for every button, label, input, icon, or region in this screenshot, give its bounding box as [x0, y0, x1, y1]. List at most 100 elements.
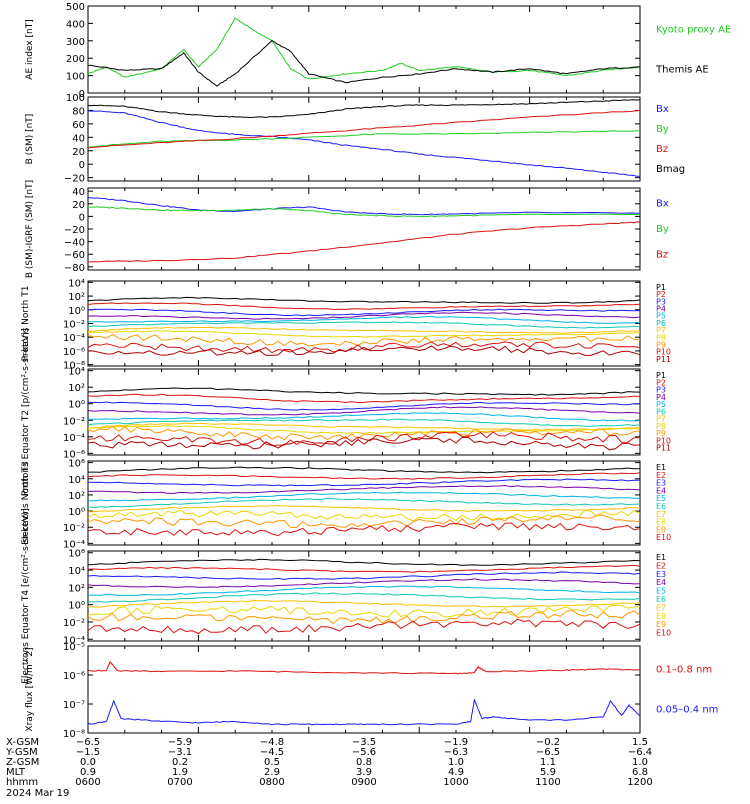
panel-4: 10⁻⁸ 10⁻⁶ 10⁻⁴ 10⁻² 10⁰ 10² 10⁴ Protons North T…	[21, 278, 671, 371]
date-label: 2024 Mar 19	[6, 788, 69, 799]
legend-entry: P9	[656, 429, 666, 438]
legend-entry: E4	[656, 578, 666, 587]
y-tick-label: 10²	[68, 292, 85, 303]
y-tick-label: 10⁻⁴	[63, 333, 85, 344]
ephemeris-value: 0.0	[80, 757, 96, 768]
legend-entry: E6	[656, 595, 666, 604]
panel-5: 10⁻⁶ 10⁻⁴ 10⁻² 10⁰ 10² 10⁴ Protons Equator T2 …	[21, 328, 671, 496]
ephemeris-value: −3.5	[352, 737, 376, 748]
legend-entry: E7	[656, 603, 666, 612]
legend-entry: P8	[656, 422, 666, 431]
ephemeris-value: 0900	[351, 777, 376, 788]
y-tick-label: 10⁻⁶	[63, 671, 85, 682]
legend-entry: E8	[656, 518, 666, 527]
ephemeris-value: 5.9	[540, 767, 556, 778]
channel-line	[87, 393, 641, 404]
channel-line	[87, 497, 641, 509]
ephemeris-value: −5.9	[168, 737, 192, 748]
y-axis-label: Electrons Equator T4 [e/(cm²-s-sr-keV)]	[21, 508, 31, 684]
panel-frame	[87, 645, 641, 734]
y-tick-label: 10⁻⁸	[63, 361, 85, 372]
legend-entry: P4	[656, 305, 666, 314]
channel-line	[87, 330, 641, 338]
panel-6: 10⁻⁴ 10⁻² 10⁰ 10² 10⁴ 10⁶ Electrons North T3 E1…	[21, 459, 671, 551]
y-tick-label: 40	[72, 133, 85, 144]
ephemeris-value: −4.8	[260, 737, 284, 748]
y-tick-label: 10⁴	[68, 566, 85, 577]
channel-line	[87, 311, 641, 320]
legend-entry: By	[656, 124, 669, 135]
y-tick-label: 100	[66, 72, 85, 83]
y-tick-label: 0	[79, 160, 85, 171]
legend-entry: E2	[656, 471, 666, 480]
legend-entry: P1	[656, 283, 666, 292]
y-tick-label: 10⁻⁴	[63, 433, 85, 444]
legend-entry: P7	[656, 326, 666, 335]
ephemeris-label: hhmm	[6, 777, 38, 788]
channel-line	[87, 431, 641, 447]
y-tick-label: 10⁻²	[63, 618, 85, 629]
channel-line	[87, 571, 641, 580]
channel-line	[87, 302, 641, 311]
panel-frame	[87, 96, 641, 182]
series-line	[87, 130, 641, 148]
legend-entry: P6	[656, 319, 666, 328]
y-tick-label: −80	[64, 263, 85, 274]
ephemeris-value: −6.3	[444, 747, 468, 758]
legend-entry: Bx	[656, 198, 669, 209]
legend-entry: P11	[656, 444, 671, 453]
legend-entry: Bz	[656, 144, 668, 155]
panel-7: 10⁻⁴ 10⁻² 10⁰ 10² 10⁴ 10⁶ Electrons Equator T4…	[21, 508, 671, 684]
ephemeris-table: X-GSM −6.5 −5.9 −4.8 −3.5 −1.9 −0.2 1.5 Y-GSM −1.…	[5, 737, 653, 799]
channel-line	[87, 422, 641, 431]
y-tick-label: 100	[66, 93, 85, 104]
legend-entry: E10	[656, 533, 671, 542]
channel-line	[87, 578, 641, 588]
panel-frame	[87, 5, 641, 94]
legend-entry: 0.05–0.4 nm	[656, 704, 718, 715]
legend-entry: Themis AE	[655, 64, 709, 75]
ephemeris-label: MLT	[6, 767, 26, 778]
channel-line	[88, 505, 641, 513]
ephemeris-value: 1000	[443, 777, 468, 788]
y-tick-label: 10⁶	[68, 459, 85, 470]
legend-entry: P6	[656, 407, 666, 416]
legend-entry: E5	[656, 587, 666, 596]
series-line	[88, 206, 641, 218]
y-axis-label: B (SM) [nT]	[25, 114, 35, 165]
channel-line	[87, 618, 641, 635]
y-tick-label: 10⁻⁷	[63, 700, 85, 711]
y-tick-label: 20	[72, 200, 85, 211]
channel-line	[87, 333, 641, 347]
channel-line	[87, 326, 640, 334]
panel-frame	[87, 368, 641, 456]
channel-line	[87, 564, 641, 573]
channel-line	[87, 296, 641, 304]
y-tick-label: 10⁻²	[63, 523, 85, 534]
ephemeris-label: Y-GSM	[5, 747, 38, 758]
legend-entry: E3	[656, 570, 666, 579]
legend-entry: E9	[656, 525, 666, 534]
panel-8: 10⁻⁸ 10⁻⁷ 10⁻⁶ 10⁻⁵ Xray flux [W/m^2] 0.1–0.8…	[25, 642, 718, 740]
ephemeris-value: 1.0	[632, 757, 648, 768]
series-line	[87, 109, 641, 149]
y-tick-label: −40	[64, 238, 85, 249]
legend-entry: E2	[656, 561, 666, 570]
y-tick-label: 10⁶	[68, 549, 85, 560]
series-line	[87, 221, 641, 263]
legend-entry: P11	[656, 355, 671, 364]
legend-entry: P9	[656, 340, 666, 349]
series-line	[87, 39, 641, 87]
ephemeris-value: −6.4	[628, 747, 652, 758]
legend-entry: P2	[656, 290, 666, 299]
channel-line	[87, 315, 641, 324]
ephemeris-value: 1100	[535, 777, 560, 788]
ephemeris-value: 6.8	[632, 767, 648, 778]
series-line	[87, 99, 641, 119]
channel-line	[87, 558, 641, 566]
ephemeris-value: −6.5	[536, 747, 560, 758]
channel-line	[87, 522, 641, 537]
channel-line	[87, 321, 641, 329]
channel-line	[87, 387, 641, 396]
